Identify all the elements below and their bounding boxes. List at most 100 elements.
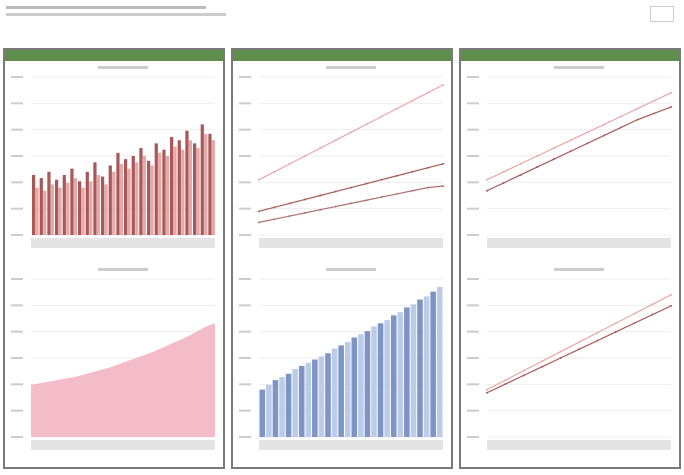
- data-point: [304, 198, 306, 201]
- panel-2-header: [233, 50, 451, 61]
- data-point: [522, 369, 525, 372]
- y-tick-label: [239, 102, 251, 105]
- data-point: [603, 123, 606, 126]
- data-point: [411, 99, 414, 102]
- x-tick-labels: [259, 440, 443, 450]
- data-point: [596, 339, 599, 342]
- bar: [204, 133, 208, 235]
- data-point: [504, 379, 507, 382]
- bar: [35, 187, 39, 235]
- bar: [173, 146, 177, 235]
- chart-4: [239, 268, 443, 450]
- bar: [305, 362, 312, 437]
- data-point: [519, 162, 522, 165]
- y-tick-label: [11, 102, 23, 105]
- bar: [185, 130, 189, 235]
- data-point: [633, 312, 636, 315]
- bar: [436, 286, 443, 437]
- y-tick-label: [467, 436, 479, 438]
- bar: [81, 187, 85, 235]
- bar: [104, 184, 108, 235]
- data-point: [426, 91, 429, 94]
- bar: [78, 181, 82, 235]
- y-tick-label: [11, 330, 23, 333]
- bar: [32, 174, 36, 235]
- y-tick-label: [239, 436, 251, 438]
- data-point: [273, 206, 276, 209]
- area-series: [31, 323, 215, 437]
- y-tick-label: [11, 409, 23, 412]
- bar: [147, 160, 151, 235]
- bar: [55, 179, 59, 235]
- data-point: [486, 189, 488, 192]
- data-point: [636, 107, 639, 110]
- data-point: [365, 182, 368, 185]
- bar: [43, 190, 47, 235]
- bar: [188, 140, 193, 235]
- settings-icon[interactable]: [650, 6, 674, 22]
- bar: [344, 342, 351, 437]
- y-tick-label: [11, 278, 23, 280]
- bar: [58, 187, 62, 235]
- bar: [377, 323, 384, 437]
- y-tick-label: [467, 357, 479, 359]
- bar: [358, 334, 364, 437]
- y-tick-label: [239, 409, 251, 412]
- data-point: [442, 162, 444, 165]
- bar: [170, 137, 174, 235]
- data-point: [552, 147, 555, 150]
- data-point: [258, 210, 260, 213]
- y-tick-label: [11, 181, 23, 184]
- line-series: [486, 92, 672, 181]
- bar: [39, 178, 43, 235]
- bar: [116, 152, 120, 235]
- y-tick-label: [239, 76, 251, 78]
- data-point: [486, 178, 488, 181]
- y-tick-label: [239, 304, 251, 307]
- chart-2: [11, 268, 215, 450]
- data-point: [442, 185, 444, 188]
- data-point: [603, 134, 606, 137]
- y-tick-label: [11, 76, 23, 78]
- data-point: [569, 139, 572, 142]
- y-tick-label: [239, 181, 251, 184]
- data-point: [504, 383, 507, 386]
- line-series: [486, 106, 672, 192]
- bar: [371, 326, 377, 437]
- bar: [165, 156, 170, 235]
- panel-1: [3, 48, 225, 469]
- y-tick-label: [467, 330, 479, 333]
- data-point: [442, 83, 444, 86]
- data-point: [596, 331, 599, 334]
- y-tick-label: [239, 357, 251, 359]
- bar: [259, 389, 266, 437]
- bar: [292, 369, 298, 437]
- data-point: [651, 313, 654, 316]
- data-point: [569, 150, 572, 153]
- bar: [200, 124, 204, 235]
- data-point: [319, 194, 322, 197]
- y-tick-label: [239, 207, 251, 210]
- data-point: [426, 166, 429, 169]
- bar: [351, 337, 358, 437]
- y-tick-label: [467, 234, 479, 236]
- data-point: [541, 365, 544, 368]
- panel-3-header: [461, 50, 679, 61]
- data-point: [365, 199, 368, 202]
- data-point: [502, 170, 505, 173]
- bar: [410, 304, 417, 437]
- chart-title: [98, 268, 148, 271]
- bar: [338, 345, 344, 437]
- y-tick-label: [11, 128, 23, 131]
- y-tick-label: [467, 383, 479, 386]
- data-point: [633, 322, 636, 325]
- y-tick-label: [11, 304, 23, 307]
- y-tick-label: [11, 155, 23, 157]
- bar: [66, 182, 70, 235]
- data-point: [411, 189, 414, 192]
- data-point: [486, 388, 488, 391]
- y-tick-label: [239, 383, 251, 386]
- data-point: [519, 173, 522, 176]
- bar: [331, 348, 338, 437]
- data-point: [670, 304, 672, 307]
